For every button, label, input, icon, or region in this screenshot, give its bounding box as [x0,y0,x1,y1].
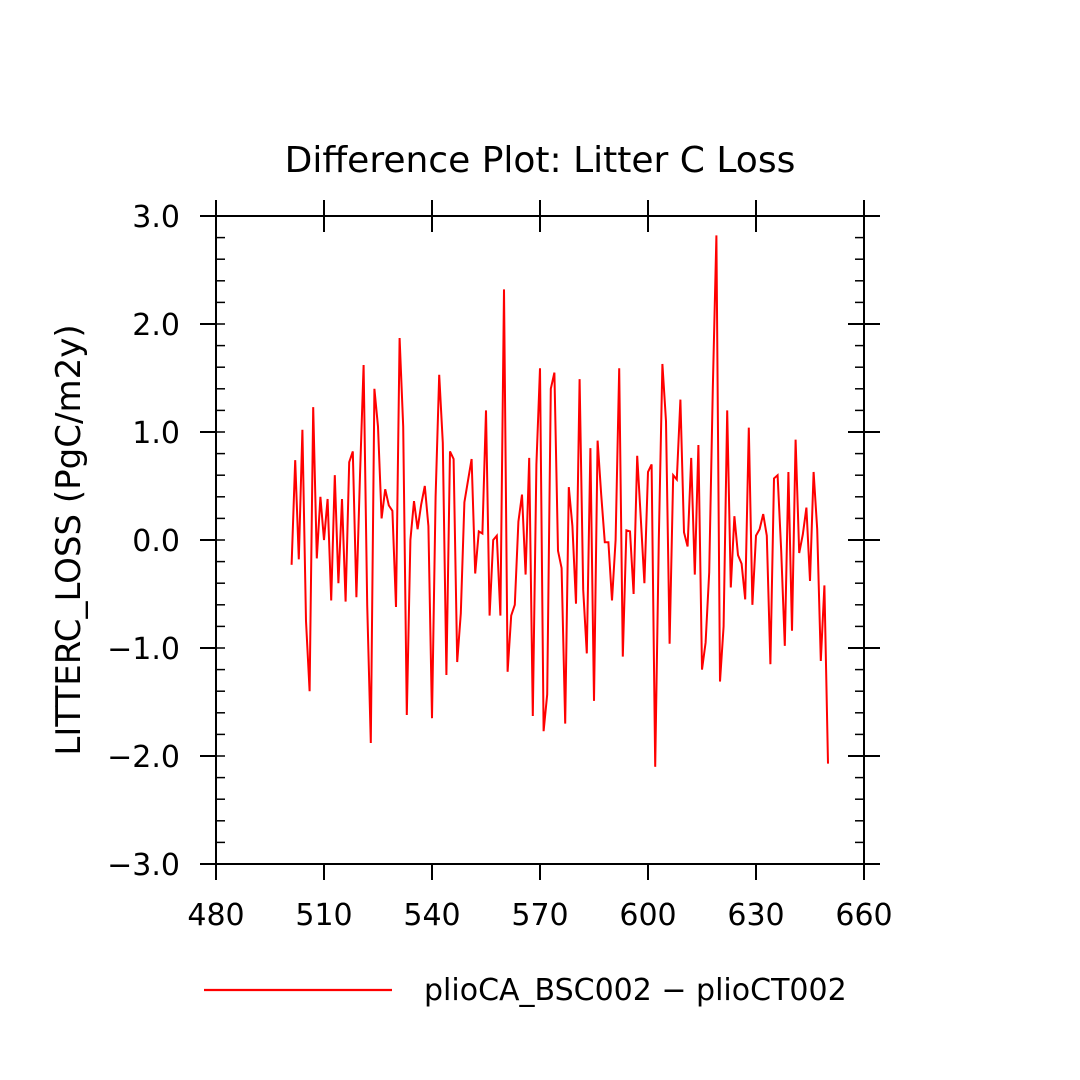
x-tick-label: 630 [727,898,784,933]
plot-frame [215,215,865,865]
axis-ticks [200,200,880,880]
series-layer [290,235,829,767]
x-tick-labels: 480 510 540 570 600 630 660 [187,898,892,933]
y-tick-label: −2.0 [107,740,180,775]
chart-title: Difference Plot: Litter C Loss [285,140,796,181]
y-tick-label: 1.0 [132,416,180,451]
x-tick-label: 570 [511,898,568,933]
y-tick-labels: −3.0 −2.0 −1.0 0.0 1.0 2.0 3.0 [107,200,180,883]
series-line-0 [290,235,829,767]
y-tick-label: −1.0 [107,632,180,667]
y-axis-label: LITTERC_LOSS (PgC/m2y) [49,324,89,755]
x-tick-label: 480 [187,898,244,933]
x-tick-label: 600 [619,898,676,933]
y-tick-label: 0.0 [132,524,180,559]
y-tick-label: 2.0 [132,308,180,343]
x-tick-label: 510 [295,898,352,933]
x-tick-label: 660 [835,898,892,933]
y-tick-label: 3.0 [132,200,180,235]
legend-label: plioCA_BSC002 − plioCT002 [424,973,847,1008]
x-tick-label: 540 [403,898,460,933]
legend: plioCA_BSC002 − plioCT002 [204,973,847,1008]
y-tick-label: −3.0 [107,848,180,883]
